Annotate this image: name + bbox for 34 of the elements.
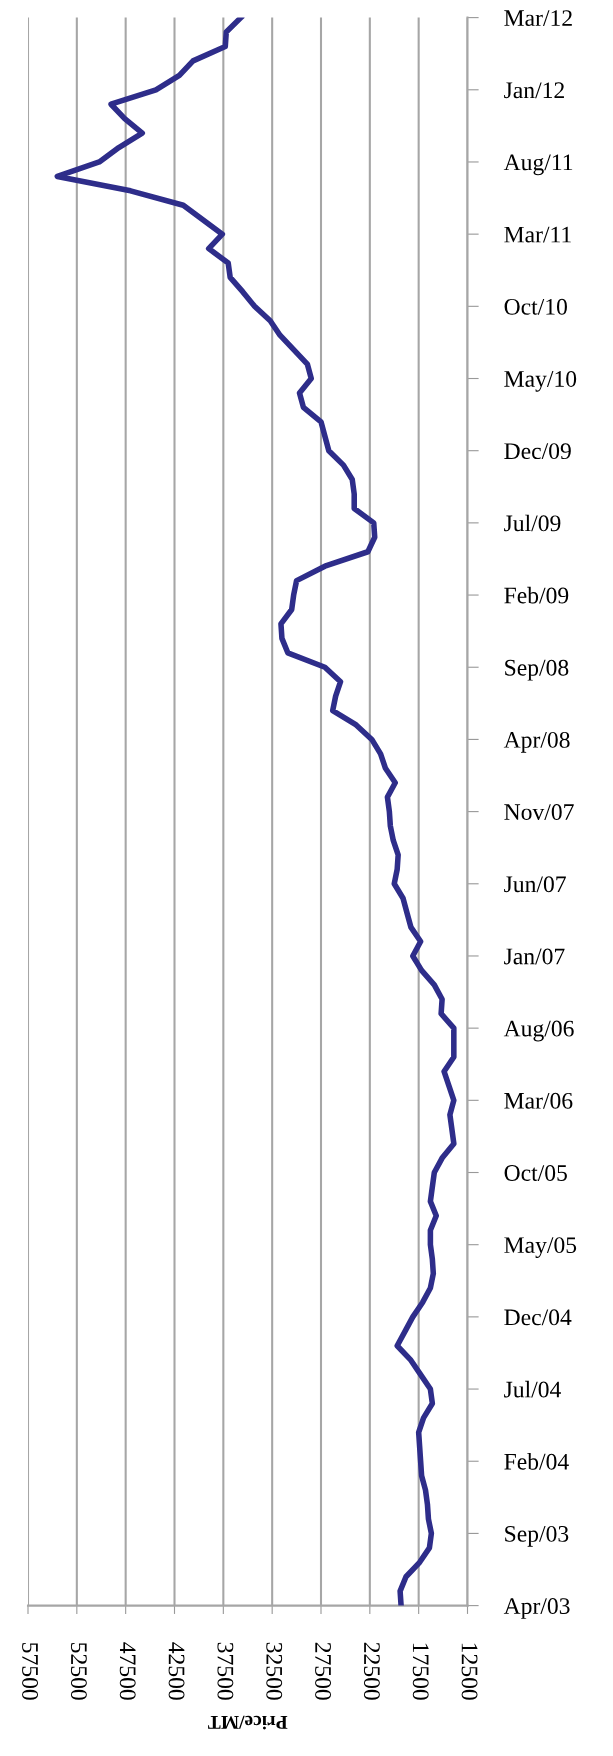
y-tick-label: Mar/06 (504, 1092, 573, 1109)
y-tick-label: Sep/03 (505, 1525, 569, 1547)
y-tick-label: May/10 (504, 370, 577, 392)
y-tick-label: Nov/07 (504, 804, 574, 821)
y-tick-label: Jul/09 (504, 514, 561, 532)
y-tick-label: Aug/11 (503, 154, 573, 176)
y-tick-label: Mar/11 (504, 226, 571, 243)
x-tick-label: 47500 (119, 1642, 136, 1700)
x-axis-title: Price/MT (208, 1715, 288, 1730)
x-tick-label: 37500 (217, 1642, 234, 1700)
y-tick-label: Oct/05 (504, 1165, 567, 1181)
y-tick-label: Feb/04 (504, 1453, 569, 1470)
x-tick-label: 17500 (412, 1643, 429, 1700)
x-tick-label: 52500 (70, 1643, 87, 1700)
y-tick-label: Apr/03 (503, 1598, 570, 1619)
x-tick-label: 57500 (22, 1643, 39, 1700)
y-tick-label: Apr/08 (503, 731, 570, 753)
x-tick-label: 12500 (461, 1643, 478, 1700)
x-tick-label: 32500 (266, 1642, 283, 1700)
x-tick-label: 42500 (168, 1642, 185, 1700)
y-tick-label: Oct/10 (504, 298, 567, 315)
y-tick-label: Jun/07 (504, 876, 566, 893)
y-tick-label: Feb/09 (504, 586, 569, 604)
y-tick-label: Dec/09 (504, 443, 571, 460)
x-tick-label: 27500 (315, 1642, 332, 1700)
y-tick-label: Mar/12 (504, 10, 572, 27)
y-tick-label: Aug/06 (503, 1020, 574, 1042)
y-tick-label: Jan/12 (504, 82, 564, 99)
y-tick-label: Jul/04 (504, 1380, 561, 1398)
y-tick-label: Jan/07 (504, 948, 565, 965)
x-tick-label: 22500 (363, 1642, 380, 1700)
y-tick-label: May/05 (504, 1237, 577, 1258)
y-tick-label: Sep/08 (505, 659, 569, 681)
y-tick-label: Dec/04 (504, 1309, 572, 1326)
